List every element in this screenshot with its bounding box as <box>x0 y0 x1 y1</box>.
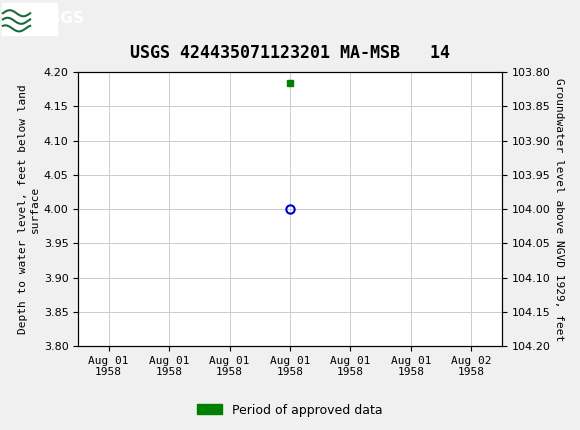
Y-axis label: Groundwater level above NGVD 1929, feet: Groundwater level above NGVD 1929, feet <box>554 77 564 341</box>
Legend: Period of approved data: Period of approved data <box>192 399 388 421</box>
FancyBboxPatch shape <box>2 3 57 35</box>
Text: USGS: USGS <box>38 12 85 26</box>
Text: USGS 424435071123201 MA-MSB   14: USGS 424435071123201 MA-MSB 14 <box>130 44 450 62</box>
Y-axis label: Depth to water level, feet below land
surface: Depth to water level, feet below land su… <box>18 84 39 334</box>
